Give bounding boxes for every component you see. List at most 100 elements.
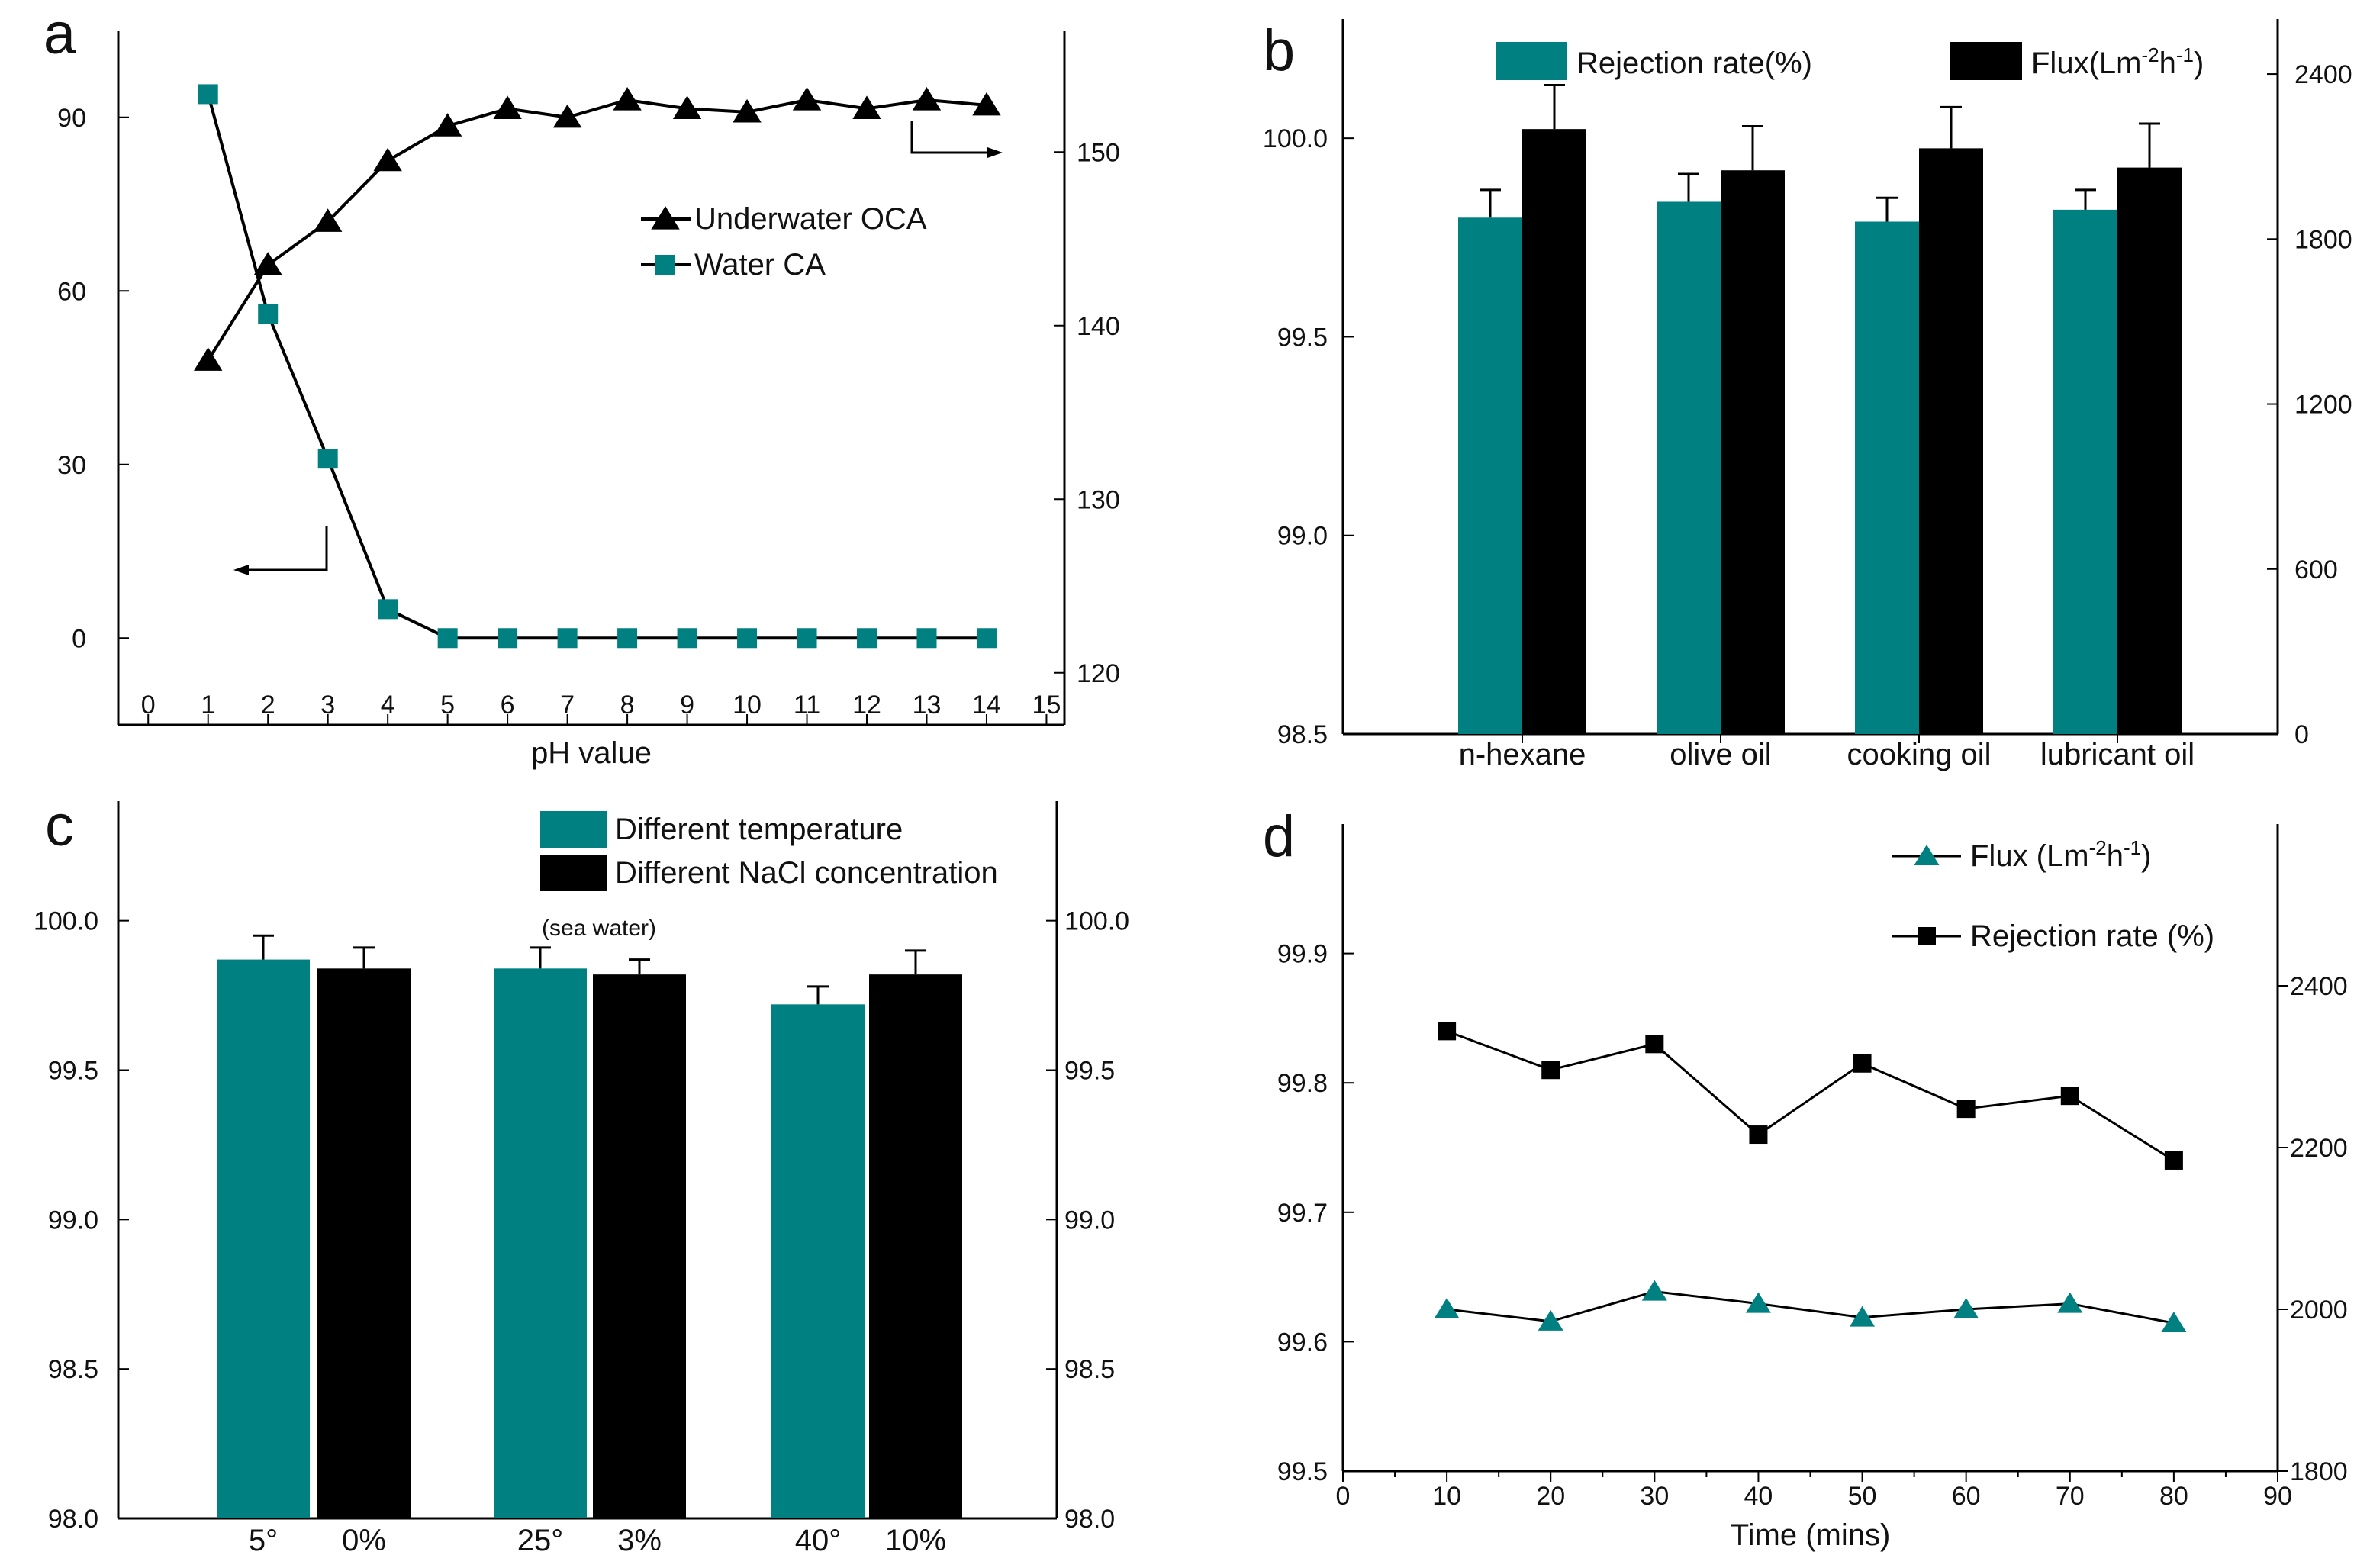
panel-label-d: d bbox=[1263, 804, 1295, 869]
b-legend-rejection-label: Rejection rate(%) bbox=[1576, 47, 1812, 80]
c-ytick-l-label-0: 98.0 bbox=[48, 1505, 98, 1534]
d-xtick-label-80: 80 bbox=[2159, 1482, 2188, 1511]
d-rejection-point-80 bbox=[2164, 1151, 2183, 1170]
c-ytick-l-label-3: 99.5 bbox=[48, 1057, 98, 1086]
d-flux-line bbox=[1446, 1290, 2175, 1325]
a-ytick-l-label-60: 60 bbox=[57, 277, 86, 306]
a-ytick-l-label-30: 30 bbox=[57, 451, 86, 480]
a-ytick-r-label-120: 120 bbox=[1077, 659, 1120, 688]
a-oca-point-10 bbox=[733, 98, 762, 123]
a-arrow-right-head bbox=[987, 147, 1003, 158]
b-bar-rejection-0 bbox=[1458, 217, 1522, 734]
c-legend-nacl-label: Different NaCl concentration bbox=[615, 856, 998, 890]
a-arrow-right bbox=[910, 121, 992, 154]
d-rejection-point-40 bbox=[1749, 1125, 1768, 1145]
b-ytick-r-label-1: 600 bbox=[2294, 555, 2338, 584]
b-bar-flux-3 bbox=[2117, 167, 2182, 735]
d-rejection-point-20 bbox=[1541, 1061, 1560, 1080]
a-xtick-label-14: 14 bbox=[972, 691, 1001, 720]
c-annotation-sea-water: (sea water) bbox=[542, 916, 656, 941]
c-xtick-label-nacl-0: 0% bbox=[342, 1524, 386, 1557]
a-xtick-label-13: 13 bbox=[913, 691, 942, 720]
b-ytick-l-label-2: 99.5 bbox=[1277, 323, 1328, 352]
a-oca-point-4 bbox=[373, 147, 402, 172]
a-wca-point-10 bbox=[737, 628, 758, 649]
b-ytick-r-label-0: 0 bbox=[2294, 720, 2309, 749]
d-flux-point-20 bbox=[1538, 1309, 1563, 1331]
d-flux-point-70 bbox=[2057, 1292, 2083, 1313]
d-flux-point-60 bbox=[1953, 1298, 1979, 1318]
d-ytick-l-label-4: 99.9 bbox=[1277, 940, 1328, 969]
c-bar-temp-0 bbox=[217, 959, 310, 1518]
c-xtick-label-temp-1: 25° bbox=[517, 1524, 564, 1557]
a-wca-point-9 bbox=[677, 628, 697, 649]
a-oca-point-13 bbox=[912, 87, 942, 111]
a-ytick-r-label-130: 130 bbox=[1077, 485, 1120, 514]
a-oca-point-12 bbox=[852, 95, 881, 119]
a-wca-point-14 bbox=[976, 628, 997, 649]
d-xtick-label-20: 20 bbox=[1536, 1482, 1565, 1511]
b-ytick-l-label-0: 98.5 bbox=[1277, 720, 1328, 749]
a-legend-oca-label: Underwater OCA bbox=[694, 202, 927, 236]
a-wca-line bbox=[206, 93, 987, 640]
a-wca-point-12 bbox=[857, 628, 877, 649]
a-xtick-label-6: 6 bbox=[501, 691, 515, 720]
a-legend-wca-marker bbox=[655, 255, 675, 275]
d-ytick-r-label-1: 2000 bbox=[2290, 1296, 2348, 1325]
c-legend-temp-label: Different temperature bbox=[615, 813, 903, 846]
a-oca-point-3 bbox=[313, 208, 343, 232]
a-xtick-label-7: 7 bbox=[560, 691, 575, 720]
a-arrow-left-head bbox=[233, 565, 249, 575]
c-xtick-label-nacl-1: 3% bbox=[617, 1524, 662, 1557]
c-bar-temp-2 bbox=[771, 1004, 865, 1518]
d-xtick-label-90: 90 bbox=[2263, 1482, 2292, 1511]
a-xtick-label-0: 0 bbox=[141, 691, 156, 720]
c-xtick-label-temp-0: 5° bbox=[249, 1524, 278, 1557]
a-arrow-left bbox=[244, 526, 328, 571]
b-xtick-label-3: lubricant oil bbox=[2040, 738, 2195, 771]
d-xtick-label-30: 30 bbox=[1640, 1482, 1669, 1511]
a-xtick-label-3: 3 bbox=[320, 691, 335, 720]
b-xtick-label-0: n-hexane bbox=[1459, 738, 1586, 771]
panel-label-a: a bbox=[43, 2, 76, 66]
d-ytick-l-label-3: 99.8 bbox=[1277, 1069, 1328, 1098]
a-xtick-label-12: 12 bbox=[852, 691, 881, 720]
d-flux-point-40 bbox=[1745, 1292, 1771, 1313]
c-legend-temp-swatch bbox=[540, 811, 607, 848]
a-wca-point-5 bbox=[437, 628, 458, 649]
a-wca-point-1 bbox=[198, 84, 218, 105]
a-wca-point-6 bbox=[498, 628, 518, 649]
c-ytick-l-label-4: 100.0 bbox=[34, 907, 98, 936]
a-wca-point-3 bbox=[317, 449, 338, 469]
a-oca-point-7 bbox=[552, 104, 582, 128]
d-legend-flux-marker bbox=[1914, 845, 1940, 865]
b-bar-rejection-2 bbox=[1855, 221, 1919, 734]
b-bar-flux-0 bbox=[1522, 129, 1586, 735]
d-legend-flux-label: Flux (Lm-2h-1) bbox=[1970, 836, 2151, 873]
a-xtick-label-8: 8 bbox=[620, 691, 635, 720]
a-xtick-label-4: 4 bbox=[381, 691, 395, 720]
a-oca-line bbox=[207, 98, 987, 362]
d-flux-point-10 bbox=[1434, 1298, 1460, 1318]
d-xtick-label-10: 10 bbox=[1432, 1482, 1461, 1511]
a-wca-point-13 bbox=[916, 628, 937, 649]
a-oca-point-11 bbox=[792, 87, 822, 111]
d-legend-rej-label: Rejection rate (%) bbox=[1970, 919, 2214, 953]
c-ytick-l-label-1: 98.5 bbox=[48, 1355, 98, 1384]
d-flux-point-50 bbox=[1850, 1306, 1876, 1327]
a-ytick-l-label-90: 90 bbox=[57, 104, 86, 133]
d-xtick-label-0: 0 bbox=[1336, 1482, 1351, 1511]
c-bar-temp-1 bbox=[494, 968, 587, 1518]
b-bar-rejection-1 bbox=[1657, 201, 1721, 734]
b-legend-flux-label: Flux(Lm-2h-1) bbox=[2031, 43, 2204, 80]
b-ytick-l-label-1: 99.0 bbox=[1277, 522, 1328, 551]
a-oca-point-5 bbox=[433, 113, 462, 137]
a-ytick-r-label-140: 140 bbox=[1077, 312, 1120, 341]
d-ytick-r-label-0: 1800 bbox=[2290, 1457, 2348, 1486]
a-xtick-label-10: 10 bbox=[733, 691, 762, 720]
c-ytick-r-label-2: 99.0 bbox=[1064, 1206, 1115, 1235]
d-ytick-l-label-0: 99.5 bbox=[1277, 1457, 1328, 1486]
b-legend-flux-swatch bbox=[1950, 42, 2022, 80]
d-ytick-r-label-2: 2200 bbox=[2290, 1134, 2348, 1163]
